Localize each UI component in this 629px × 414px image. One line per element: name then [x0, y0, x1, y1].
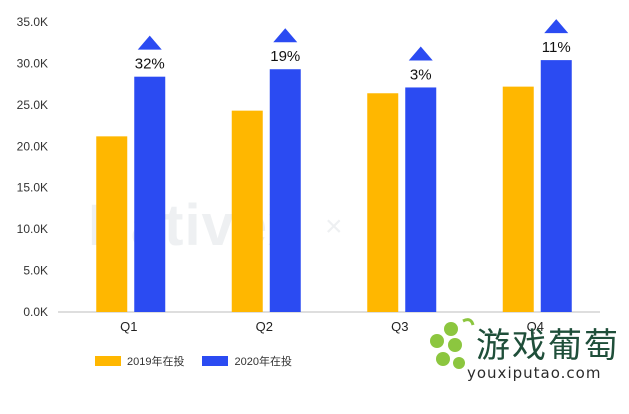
- bar-2020: [405, 87, 437, 312]
- y-tick-label: 35.0K: [17, 15, 48, 29]
- legend-swatch-2019: [95, 356, 121, 366]
- x-category-label: Q3: [391, 319, 408, 334]
- y-tick-label: 25.0K: [17, 98, 48, 112]
- y-tick-label: 0.0K: [23, 305, 48, 319]
- growth-arrow-icon: [408, 46, 433, 61]
- bar-2019: [231, 110, 263, 313]
- growth-arrow-icon: [137, 35, 162, 50]
- y-tick-label: 15.0K: [17, 181, 48, 195]
- growth-label: 32%: [135, 56, 165, 73]
- chart-legend: 2019年在投 2020年在投: [95, 353, 292, 369]
- x-category-label: Q2: [256, 319, 273, 334]
- legend-label-2019: 2019年在投: [127, 356, 185, 368]
- legend-item-2020: 2020年在投: [202, 353, 292, 369]
- brand-name-watermark: 游戏葡萄: [476, 326, 620, 366]
- x-category-label: Q4: [527, 319, 544, 334]
- growth-label: 11%: [542, 39, 571, 56]
- y-tick-label: 10.0K: [17, 222, 48, 236]
- y-tick-label: 20.0K: [17, 139, 48, 153]
- bar-2019: [502, 86, 534, 312]
- growth-label: 3%: [410, 66, 432, 83]
- bar-2019: [96, 136, 128, 312]
- bar-2020: [134, 76, 166, 312]
- bar-2020: [269, 69, 301, 312]
- legend-swatch-2020: [202, 356, 229, 366]
- growth-arrow-icon: [273, 28, 298, 43]
- y-tick-label: 30.0K: [17, 56, 48, 70]
- bar-2020: [540, 60, 572, 312]
- growth-arrow-icon: [544, 19, 569, 34]
- legend-item-2019: 2019年在投: [95, 353, 184, 369]
- x-category-label: Q1: [120, 319, 137, 334]
- watermark-separator: ×: [325, 210, 343, 243]
- brand-url-watermark: youxiputao.com: [467, 364, 602, 382]
- growth-label: 19%: [270, 48, 300, 65]
- bar-2019: [367, 93, 399, 312]
- y-tick-label: 5.0K: [23, 264, 48, 278]
- grape-logo-icon: [430, 318, 475, 369]
- legend-label-2020: 2020年在投: [234, 356, 292, 368]
